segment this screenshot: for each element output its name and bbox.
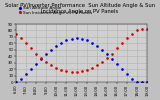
Text: Solar PV/Inverter Performance  Sun Altitude Angle & Sun Incidence Angle on PV Pa: Solar PV/Inverter Performance Sun Altitu… bbox=[5, 3, 155, 14]
Legend: Sun Altitude Angle, Sun Incidence Angle on PV Panels: Sun Altitude Angle, Sun Incidence Angle … bbox=[18, 6, 93, 15]
